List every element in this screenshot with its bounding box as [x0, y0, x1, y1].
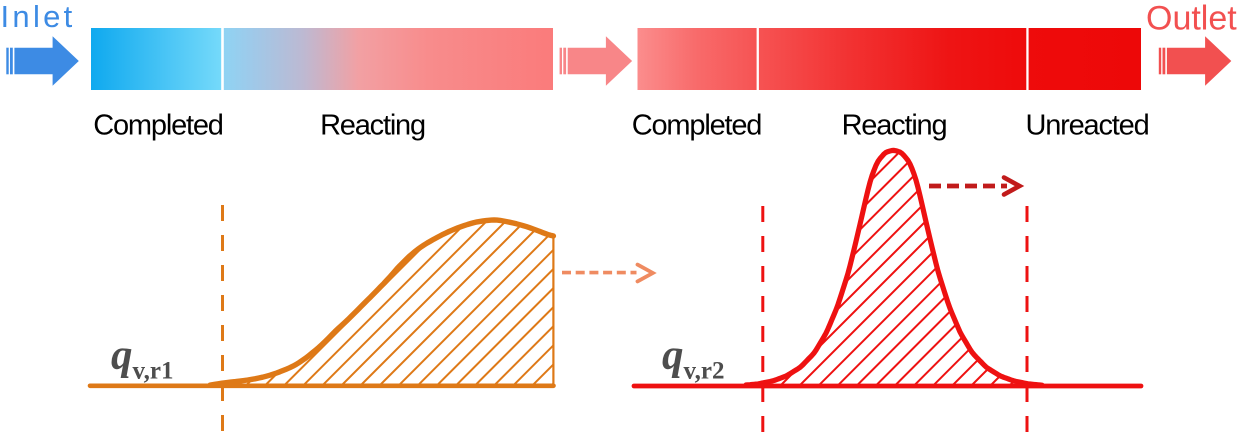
svg-text:Reacting: Reacting: [842, 110, 947, 142]
svg-text:Inlet: Inlet: [1, 0, 76, 34]
svg-text:Unreacted: Unreacted: [1026, 110, 1149, 142]
svg-text:qv,r1: qv,r1: [111, 331, 173, 384]
svg-text:Reacting: Reacting: [320, 110, 425, 142]
svg-text:Outlet: Outlet: [1146, 0, 1237, 37]
svg-text:Completed: Completed: [632, 110, 762, 142]
svg-text:qv,r2: qv,r2: [662, 331, 724, 384]
svg-text:Completed: Completed: [93, 110, 223, 142]
